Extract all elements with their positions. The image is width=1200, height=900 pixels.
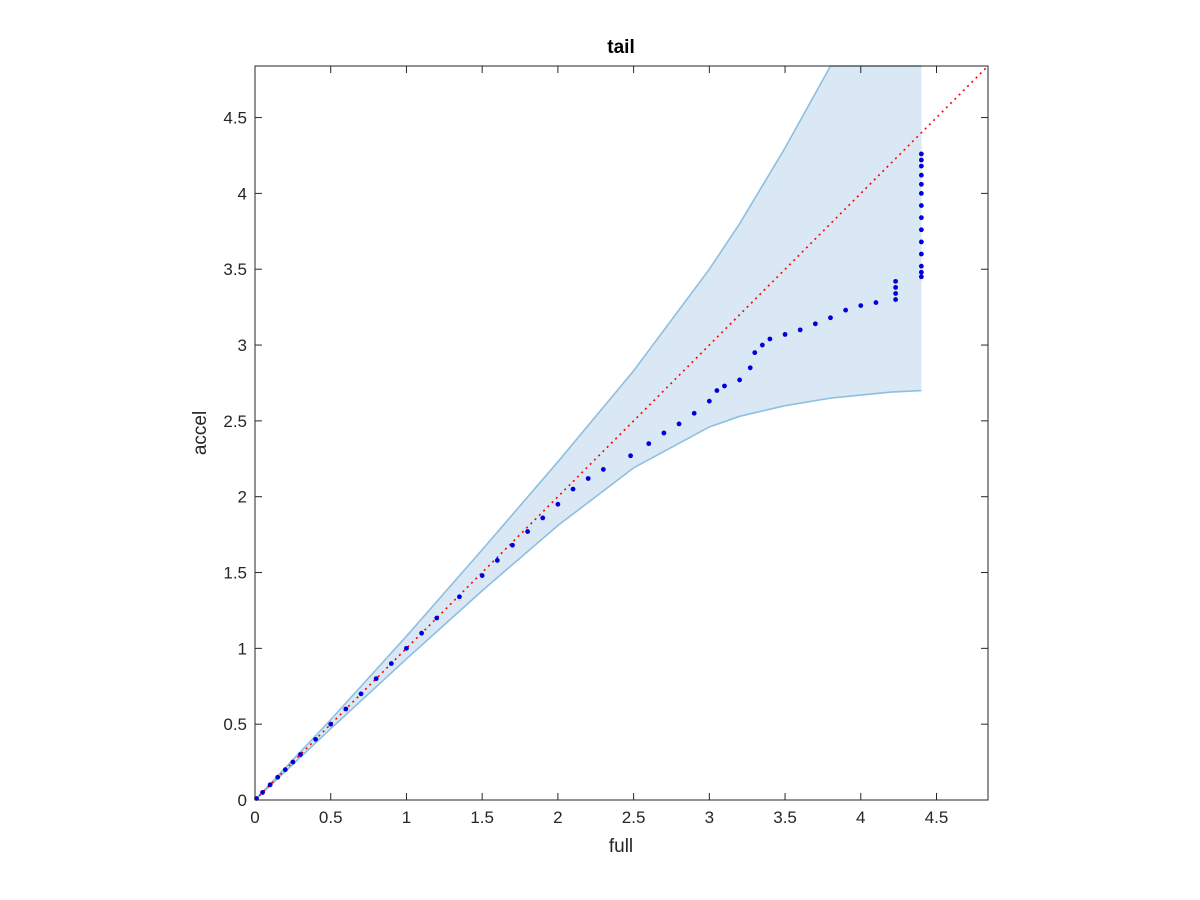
data-point — [918, 190, 924, 196]
data-point — [918, 172, 924, 178]
x-tick-label: 4.5 — [925, 808, 949, 827]
data-point — [419, 630, 424, 636]
data-point — [691, 410, 697, 416]
data-point — [282, 767, 288, 773]
x-tick-label: 4 — [856, 808, 865, 827]
chart-title: tail — [607, 37, 634, 58]
reference-line-layer — [254, 65, 989, 801]
y-axis: 0 0.5 1 1.5 2 2.5 3 3.5 4 4.5 — [223, 109, 988, 810]
y-tick-label: 2 — [238, 488, 247, 507]
data-point — [782, 332, 788, 337]
data-point — [918, 157, 924, 163]
data-point — [918, 203, 924, 208]
data-point — [676, 421, 682, 427]
x-axis-label: full — [609, 836, 633, 857]
y-tick-label: 1 — [238, 639, 247, 658]
x-tick-label: 3 — [705, 808, 714, 827]
y-tick-label: 0.5 — [223, 715, 247, 734]
x-tick-label: 0.5 — [319, 808, 343, 827]
band-fill — [255, 66, 922, 800]
x-tick-label: 1 — [402, 808, 411, 827]
data-point — [540, 515, 546, 521]
x-axis: 0 0.5 1 1.5 2 2.5 3 3.5 4 4.5 — [250, 66, 948, 827]
data-point — [510, 542, 515, 548]
data-point — [893, 297, 899, 302]
plot-frame — [254, 65, 989, 801]
data-point — [812, 321, 818, 327]
x-tick-label: 2.5 — [622, 808, 646, 827]
x-tick-label: 2 — [553, 808, 562, 827]
y-tick-label: 0 — [238, 791, 247, 810]
data-point — [298, 752, 303, 757]
data-point — [918, 181, 924, 187]
data-point — [873, 300, 879, 305]
y-tick-label: 1.5 — [223, 564, 247, 583]
data-point — [358, 691, 364, 697]
data-point — [767, 336, 773, 342]
data-point — [388, 661, 394, 666]
data-point — [328, 721, 334, 727]
data-point — [525, 529, 531, 534]
data-point — [918, 269, 924, 275]
data-point — [628, 453, 633, 459]
data-point — [404, 645, 409, 651]
data-point — [893, 285, 899, 290]
data-point — [828, 315, 833, 321]
data-point — [267, 782, 273, 788]
data-point — [918, 215, 924, 221]
data-point — [373, 676, 379, 682]
y-tick-label: 4.5 — [223, 109, 247, 128]
data-point — [260, 790, 265, 795]
data-point — [918, 227, 924, 233]
data-point — [893, 291, 899, 296]
data-point — [737, 377, 743, 383]
data-point — [646, 441, 652, 447]
data-point — [893, 278, 899, 284]
y-axis-label: accel — [190, 411, 211, 455]
data-point — [706, 398, 712, 404]
data-point — [759, 342, 765, 348]
reference-line — [254, 65, 989, 801]
y-tick-label: 3.5 — [223, 260, 247, 279]
y-tick-label: 2.5 — [223, 412, 247, 431]
data-point — [714, 388, 720, 393]
x-tick-label: 0 — [250, 808, 259, 827]
data-point — [843, 307, 849, 313]
y-tick-label: 4 — [238, 184, 247, 203]
data-point — [661, 430, 667, 436]
data-points — [254, 151, 924, 801]
data-point — [585, 476, 591, 481]
data-point — [570, 486, 576, 492]
data-point — [858, 303, 864, 309]
data-point — [290, 759, 296, 765]
data-point — [747, 365, 753, 371]
data-point — [722, 383, 727, 389]
data-point — [752, 350, 758, 356]
data-point — [457, 594, 462, 600]
data-point — [918, 151, 924, 157]
data-point — [313, 736, 318, 742]
data-point — [918, 274, 924, 280]
data-point — [479, 573, 485, 578]
data-point — [918, 163, 924, 169]
data-point — [918, 239, 924, 245]
data-point — [343, 706, 349, 712]
data-point — [918, 263, 924, 269]
data-point — [918, 251, 924, 257]
data-point — [434, 615, 440, 621]
data-point — [494, 557, 500, 563]
x-tick-label: 1.5 — [470, 808, 494, 827]
data-point — [555, 501, 561, 507]
y-tick-label: 3 — [238, 336, 247, 355]
data-point — [797, 327, 803, 333]
band-lower-edge — [254, 389, 922, 801]
data-point — [275, 774, 281, 780]
x-tick-label: 3.5 — [773, 808, 797, 827]
data-point — [600, 466, 606, 472]
